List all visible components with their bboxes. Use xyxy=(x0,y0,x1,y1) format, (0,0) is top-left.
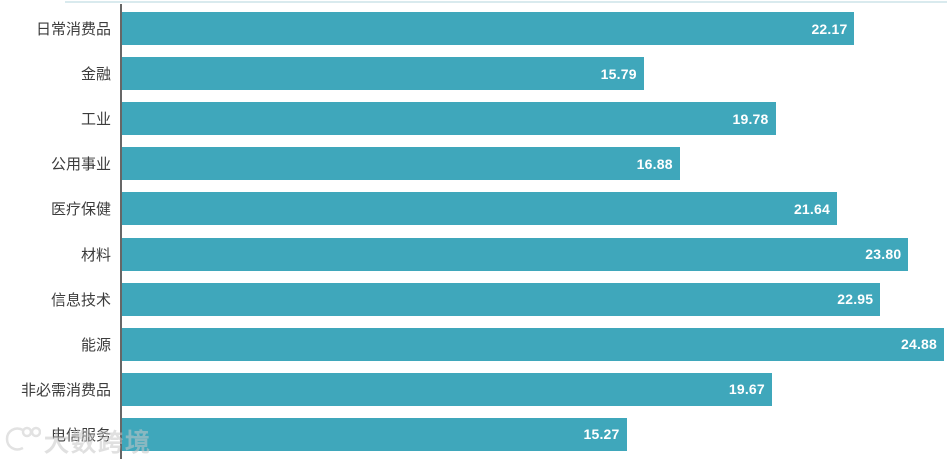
plot-top-border xyxy=(65,1,947,3)
bar-row: 医疗保健 21.64 xyxy=(0,186,947,231)
bar-row: 材料 23.80 xyxy=(0,231,947,276)
bar-row: 日常消费品 22.17 xyxy=(0,6,947,51)
bar-track: 21.64 xyxy=(121,192,947,226)
bar: 15.79 xyxy=(122,57,644,91)
bar-row: 工业 19.78 xyxy=(0,96,947,141)
bar-value-label: 19.78 xyxy=(732,110,769,127)
bar: 22.17 xyxy=(122,12,855,46)
bar-value-label: 24.88 xyxy=(900,336,938,353)
bar-track: 16.88 xyxy=(121,147,947,181)
bar-track: 19.67 xyxy=(121,372,947,406)
bar-track: 23.80 xyxy=(121,237,947,271)
bar-value-label: 21.64 xyxy=(793,200,830,217)
bar-value-label: 22.95 xyxy=(837,291,874,308)
bar-value-label: 23.80 xyxy=(865,246,902,263)
bar-value-label: 16.88 xyxy=(636,155,673,172)
category-label: 医疗保健 xyxy=(50,201,111,219)
bar: 24.88 xyxy=(122,327,945,361)
category-label: 信息技术 xyxy=(50,291,111,309)
bar-track: 22.95 xyxy=(121,282,947,316)
bar-row: 信息技术 22.95 xyxy=(0,277,947,322)
bar-row: 非必需消费品 19.67 xyxy=(0,367,947,412)
bar-track: 22.17 xyxy=(121,12,947,46)
category-label: 能源 xyxy=(80,336,111,354)
bar-row: 金融 15.79 xyxy=(0,51,947,96)
bar: 16.88 xyxy=(122,147,680,181)
bar: 19.67 xyxy=(122,372,772,406)
bar-row: 电信服务 15.27 xyxy=(0,412,947,457)
bar: 19.78 xyxy=(122,102,776,136)
y-axis-line xyxy=(120,4,122,459)
bar: 22.95 xyxy=(122,282,881,316)
bar-value-label: 15.79 xyxy=(600,65,637,82)
bar-row: 公用事业 16.88 xyxy=(0,141,947,186)
category-label: 日常消费品 xyxy=(35,21,111,39)
bar-track: 24.88 xyxy=(121,327,947,361)
bar-value-label: 15.27 xyxy=(583,426,620,443)
bar-track: 15.27 xyxy=(121,417,947,451)
category-label: 公用事业 xyxy=(50,156,111,174)
category-label: 材料 xyxy=(80,246,111,264)
bar-row: 能源 24.88 xyxy=(0,322,947,367)
bar-value-label: 22.17 xyxy=(811,20,848,37)
bar: 15.27 xyxy=(122,417,627,451)
bar: 23.80 xyxy=(122,237,909,271)
bar: 21.64 xyxy=(122,192,837,226)
category-label: 非必需消费品 xyxy=(20,381,111,399)
category-label: 电信服务 xyxy=(50,426,111,444)
category-label: 工业 xyxy=(80,111,111,129)
bar-value-label: 19.67 xyxy=(728,381,765,398)
bar-track: 19.78 xyxy=(121,102,947,136)
bar-track: 15.79 xyxy=(121,57,947,91)
category-label: 金融 xyxy=(80,66,111,84)
